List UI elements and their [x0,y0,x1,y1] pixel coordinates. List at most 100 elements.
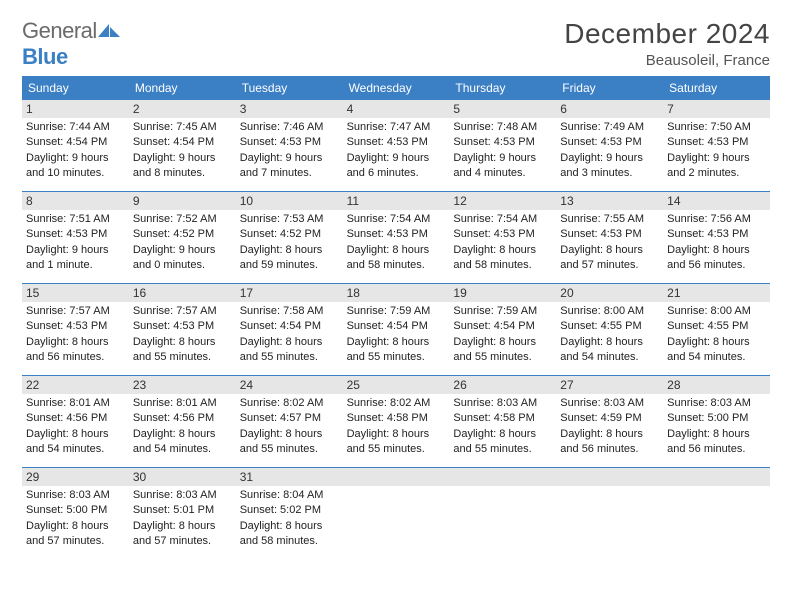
day-sunrise: Sunrise: 8:03 AM [453,396,552,411]
day-number: 23 [129,376,236,394]
day-sunrise: Sunrise: 7:56 AM [667,212,766,227]
day-sunset: Sunset: 4:56 PM [26,411,125,426]
day-sunset: Sunset: 4:54 PM [133,135,232,150]
day-d2: and 55 minutes. [453,442,552,457]
day-d1: Daylight: 8 hours [133,335,232,350]
day-sunset: Sunset: 4:56 PM [133,411,232,426]
day-sunrise: Sunrise: 8:01 AM [133,396,232,411]
day-sunrise: Sunrise: 7:58 AM [240,304,339,319]
day-d1: Daylight: 8 hours [347,335,446,350]
day-info: Sunrise: 7:54 AMSunset: 4:53 PMDaylight:… [453,212,552,273]
day-sunset: Sunset: 5:00 PM [667,411,766,426]
day-info: Sunrise: 7:45 AMSunset: 4:54 PMDaylight:… [133,120,232,181]
day-d2: and 10 minutes. [26,166,125,181]
calendar-cell: 1Sunrise: 7:44 AMSunset: 4:54 PMDaylight… [22,99,129,191]
logo-text-wrap: General Blue [22,18,120,70]
sail-icon [98,24,120,38]
day-number: 8 [22,192,129,210]
day-sunset: Sunset: 4:55 PM [560,319,659,334]
calendar-cell: 26Sunrise: 8:03 AMSunset: 4:58 PMDayligh… [449,375,556,467]
calendar-cell: 16Sunrise: 7:57 AMSunset: 4:53 PMDayligh… [129,283,236,375]
day-d2: and 7 minutes. [240,166,339,181]
day-number: 17 [236,284,343,302]
day-sunset: Sunset: 4:52 PM [240,227,339,242]
calendar-cell: 4 Sunrise: 7:47 AMSunset: 4:53 PMDaylight… [343,99,450,191]
day-number: 29 [22,468,129,486]
day-d1: Daylight: 8 hours [26,427,125,442]
weekday-header: Sunday [22,77,129,99]
day-number: 4 [343,100,450,118]
day-sunset: Sunset: 4:54 PM [240,319,339,334]
title-block: December 2024 Beausoleil, France [564,18,770,69]
day-info: Sunrise: 7:58 AMSunset: 4:54 PMDaylight:… [240,304,339,365]
day-number: 16 [129,284,236,302]
calendar-cell: 20Sunrise: 8:00 AMSunset: 4:55 PMDayligh… [556,283,663,375]
day-sunrise: Sunrise: 7:52 AM [133,212,232,227]
day-sunset: Sunset: 4:55 PM [667,319,766,334]
day-number: 26 [449,376,556,394]
calendar-cell: 6Sunrise: 7:49 AMSunset: 4:53 PMDaylight… [556,99,663,191]
calendar-cell: 22Sunrise: 8:01 AMSunset: 4:56 PMDayligh… [22,375,129,467]
day-sunset: Sunset: 4:58 PM [347,411,446,426]
day-sunrise: Sunrise: 8:03 AM [560,396,659,411]
calendar-cell: 27Sunrise: 8:03 AMSunset: 4:59 PMDayligh… [556,375,663,467]
calendar-cell: 5Sunrise: 7:48 AMSunset: 4:53 PMDaylight… [449,99,556,191]
day-sunset: Sunset: 4:53 PM [347,135,446,150]
weekday-header: Monday [129,77,236,99]
day-d2: and 56 minutes. [667,442,766,457]
calendar-cell: 24Sunrise: 8:02 AMSunset: 4:57 PMDayligh… [236,375,343,467]
day-info: Sunrise: 7:59 AMSunset: 4:54 PMDaylight:… [453,304,552,365]
day-sunset: Sunset: 4:53 PM [560,135,659,150]
day-sunrise: Sunrise: 8:02 AM [240,396,339,411]
day-d2: and 4 minutes. [453,166,552,181]
day-sunset: Sunset: 4:53 PM [667,227,766,242]
day-sunset: Sunset: 5:00 PM [26,503,125,518]
calendar-cell: 7Sunrise: 7:50 AMSunset: 4:53 PMDaylight… [663,99,770,191]
day-d1: Daylight: 9 hours [560,151,659,166]
header: General Blue December 2024 Beausoleil, F… [22,18,770,70]
day-number: 7 [663,100,770,118]
day-number: 13 [556,192,663,210]
day-d1: Daylight: 8 hours [347,243,446,258]
day-info: Sunrise: 8:02 AMSunset: 4:58 PMDaylight:… [347,396,446,457]
day-d2: and 3 minutes. [560,166,659,181]
day-sunset: Sunset: 4:54 PM [347,319,446,334]
day-info: Sunrise: 7:48 AMSunset: 4:53 PMDaylight:… [453,120,552,181]
brand-word1: General [22,18,97,43]
day-number: 11 [343,192,450,210]
day-d1: Daylight: 9 hours [347,151,446,166]
day-sunset: Sunset: 4:52 PM [133,227,232,242]
day-info: Sunrise: 8:03 AMSunset: 5:01 PMDaylight:… [133,488,232,549]
calendar-cell: 3Sunrise: 7:46 AMSunset: 4:53 PMDaylight… [236,99,343,191]
day-number: 22 [22,376,129,394]
day-d2: and 54 minutes. [667,350,766,365]
day-sunset: Sunset: 4:53 PM [347,227,446,242]
day-d1: Daylight: 8 hours [133,519,232,534]
day-info: Sunrise: 7:49 AMSunset: 4:53 PMDaylight:… [560,120,659,181]
day-d1: Daylight: 9 hours [133,243,232,258]
location-subtitle: Beausoleil, France [564,52,770,69]
day-info: Sunrise: 7:44 AMSunset: 4:54 PMDaylight:… [26,120,125,181]
day-sunrise: Sunrise: 7:44 AM [26,120,125,135]
weekday-header: Wednesday [343,77,450,99]
weekday-header: Friday [556,77,663,99]
day-d2: and 55 minutes. [240,442,339,457]
day-sunset: Sunset: 5:02 PM [240,503,339,518]
day-number [343,468,450,486]
day-info: Sunrise: 8:03 AMSunset: 4:59 PMDaylight:… [560,396,659,457]
day-d2: and 56 minutes. [667,258,766,273]
day-sunrise: Sunrise: 8:00 AM [667,304,766,319]
day-number [556,468,663,486]
day-sunrise: Sunrise: 7:47 AM [347,120,446,135]
day-sunrise: Sunrise: 8:03 AM [26,488,125,503]
day-sunrise: Sunrise: 8:03 AM [133,488,232,503]
day-sunset: Sunset: 4:53 PM [26,227,125,242]
day-sunrise: Sunrise: 7:57 AM [133,304,232,319]
day-info: Sunrise: 8:03 AMSunset: 5:00 PMDaylight:… [667,396,766,457]
day-d1: Daylight: 8 hours [453,427,552,442]
day-sunset: Sunset: 4:54 PM [453,319,552,334]
day-d1: Daylight: 8 hours [240,427,339,442]
day-sunrise: Sunrise: 7:45 AM [133,120,232,135]
day-sunrise: Sunrise: 7:59 AM [347,304,446,319]
day-d2: and 54 minutes. [26,442,125,457]
